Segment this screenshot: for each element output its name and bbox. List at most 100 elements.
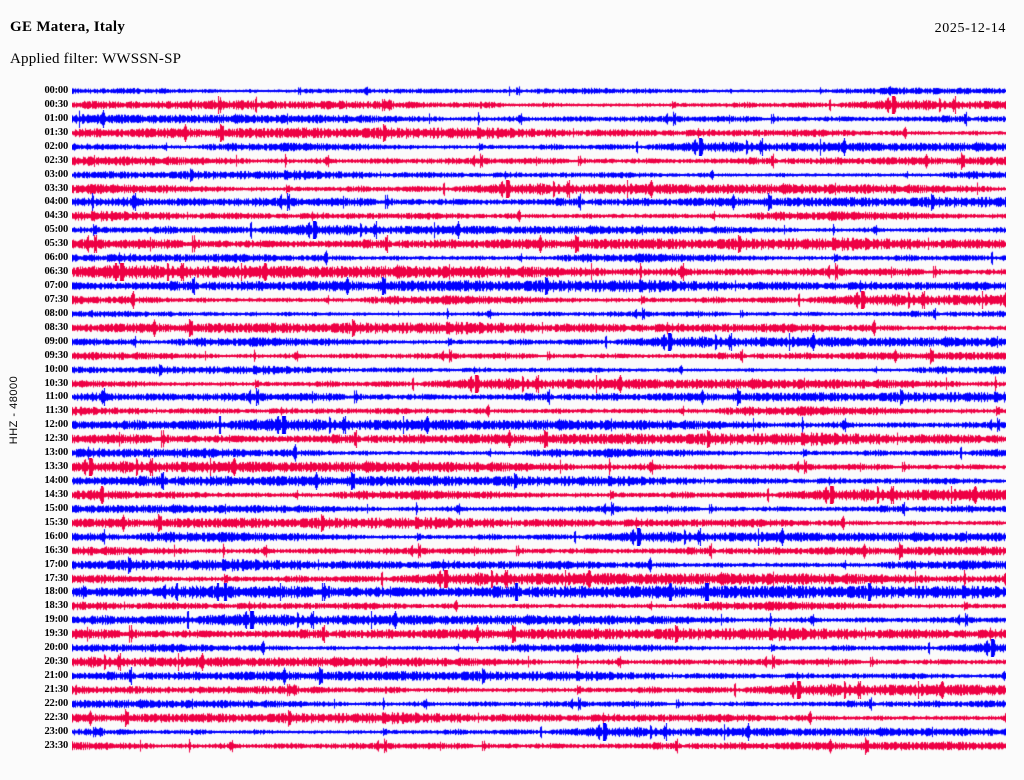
seismic-trace bbox=[72, 499, 1006, 518]
trace-time-label: 11:00 bbox=[45, 391, 68, 403]
trace-time-label: 03:30 bbox=[44, 182, 69, 194]
trace-time-label: 17:30 bbox=[44, 572, 69, 584]
trace-time-label: 20:00 bbox=[44, 642, 69, 654]
seismic-trace bbox=[72, 444, 1006, 463]
trace-row: 22:00 bbox=[0, 694, 1024, 713]
trace-time-label: 03:00 bbox=[44, 168, 69, 180]
trace-time-label: 23:00 bbox=[44, 725, 69, 737]
seismic-trace bbox=[72, 472, 1006, 491]
trace-time-label: 21:30 bbox=[44, 683, 69, 695]
seismic-trace bbox=[72, 165, 1006, 184]
trace-time-label: 17:00 bbox=[44, 558, 69, 570]
trace-row: 03:30 bbox=[0, 179, 1024, 198]
trace-time-label: 02:00 bbox=[44, 140, 69, 152]
trace-time-label: 16:00 bbox=[44, 530, 69, 542]
seismic-trace bbox=[72, 290, 1006, 309]
seismic-trace bbox=[72, 513, 1006, 532]
seismic-trace bbox=[72, 583, 1006, 602]
trace-row: 02:30 bbox=[0, 151, 1024, 170]
trace-time-label: 09:00 bbox=[44, 335, 69, 347]
trace-time-label: 20:30 bbox=[44, 656, 69, 668]
trace-row: 15:00 bbox=[0, 499, 1024, 518]
trace-row: 20:00 bbox=[0, 639, 1024, 658]
seismic-trace bbox=[72, 137, 1006, 156]
seismic-trace bbox=[72, 374, 1006, 393]
trace-row: 07:30 bbox=[0, 290, 1024, 309]
trace-time-label: 19:00 bbox=[44, 614, 69, 626]
seismic-trace bbox=[72, 611, 1006, 630]
trace-row: 06:00 bbox=[0, 249, 1024, 268]
page-title: GE Matera, Italy bbox=[10, 19, 126, 35]
seismic-trace bbox=[72, 179, 1006, 198]
seismic-trace bbox=[72, 722, 1006, 741]
trace-time-label: 12:00 bbox=[44, 419, 69, 431]
seismic-trace bbox=[72, 416, 1006, 435]
trace-row: 18:30 bbox=[0, 597, 1024, 616]
seismic-trace bbox=[72, 639, 1006, 658]
trace-row: 06:30 bbox=[0, 263, 1024, 282]
trace-time-label: 21:00 bbox=[44, 670, 69, 682]
seismic-trace bbox=[72, 123, 1006, 142]
seismic-trace bbox=[72, 625, 1006, 644]
seismic-trace bbox=[72, 402, 1006, 421]
trace-row: 20:30 bbox=[0, 653, 1024, 672]
trace-time-label: 02:30 bbox=[44, 154, 69, 166]
trace-row: 02:00 bbox=[0, 137, 1024, 156]
seismic-trace bbox=[72, 193, 1006, 212]
trace-time-label: 19:30 bbox=[44, 628, 69, 640]
seismic-trace bbox=[72, 346, 1006, 365]
trace-row: 05:00 bbox=[0, 221, 1024, 240]
trace-time-label: 07:30 bbox=[44, 293, 69, 305]
trace-time-label: 09:30 bbox=[44, 349, 69, 361]
seismic-trace bbox=[72, 485, 1006, 504]
trace-row: 09:30 bbox=[0, 346, 1024, 365]
trace-time-label: 16:30 bbox=[44, 544, 69, 556]
trace-time-label: 08:00 bbox=[44, 307, 69, 319]
trace-time-label: 08:30 bbox=[44, 321, 69, 333]
trace-row: 14:00 bbox=[0, 472, 1024, 491]
seismic-trace bbox=[72, 318, 1006, 337]
trace-row: 13:00 bbox=[0, 444, 1024, 463]
trace-row: 17:00 bbox=[0, 555, 1024, 574]
trace-row: 15:30 bbox=[0, 513, 1024, 532]
trace-time-label: 15:00 bbox=[44, 502, 69, 514]
seismic-trace bbox=[72, 82, 1006, 100]
trace-time-label: 04:30 bbox=[44, 210, 69, 222]
seismic-trace bbox=[72, 736, 1006, 755]
seismic-trace bbox=[72, 458, 1006, 477]
trace-row: 18:00 bbox=[0, 583, 1024, 602]
trace-time-label: 10:00 bbox=[44, 363, 69, 375]
seismic-trace bbox=[72, 277, 1006, 296]
trace-time-label: 06:00 bbox=[44, 252, 69, 264]
seismic-trace bbox=[72, 207, 1006, 226]
trace-time-label: 15:30 bbox=[44, 516, 69, 528]
seismic-trace bbox=[72, 667, 1006, 686]
trace-time-label: 14:00 bbox=[44, 475, 69, 487]
trace-row: 10:00 bbox=[0, 360, 1024, 379]
trace-row: 00:30 bbox=[0, 95, 1024, 114]
trace-row: 07:00 bbox=[0, 277, 1024, 296]
trace-time-label: 22:30 bbox=[44, 711, 69, 723]
seismic-trace bbox=[72, 680, 1006, 699]
trace-time-label: 14:30 bbox=[44, 488, 69, 500]
seismic-trace bbox=[72, 263, 1006, 282]
trace-row: 23:30 bbox=[0, 736, 1024, 755]
trace-time-label: 11:30 bbox=[45, 405, 68, 417]
seismic-trace bbox=[72, 541, 1006, 560]
trace-time-label: 22:00 bbox=[44, 697, 69, 709]
trace-row: 01:30 bbox=[0, 123, 1024, 142]
trace-time-label: 05:30 bbox=[44, 238, 69, 250]
seismic-trace bbox=[72, 708, 1006, 727]
trace-row: 12:00 bbox=[0, 416, 1024, 435]
seismic-trace bbox=[72, 360, 1006, 379]
trace-time-label: 13:00 bbox=[44, 447, 69, 459]
trace-time-label: 05:00 bbox=[44, 224, 69, 236]
trace-time-label: 04:00 bbox=[44, 196, 69, 208]
trace-time-label: 10:30 bbox=[44, 377, 69, 389]
trace-time-label: 00:30 bbox=[44, 98, 69, 110]
trace-row: 00:00 bbox=[0, 82, 1024, 100]
trace-row: 13:30 bbox=[0, 458, 1024, 477]
seismic-trace bbox=[72, 527, 1006, 546]
trace-time-label: 23:30 bbox=[44, 739, 69, 751]
